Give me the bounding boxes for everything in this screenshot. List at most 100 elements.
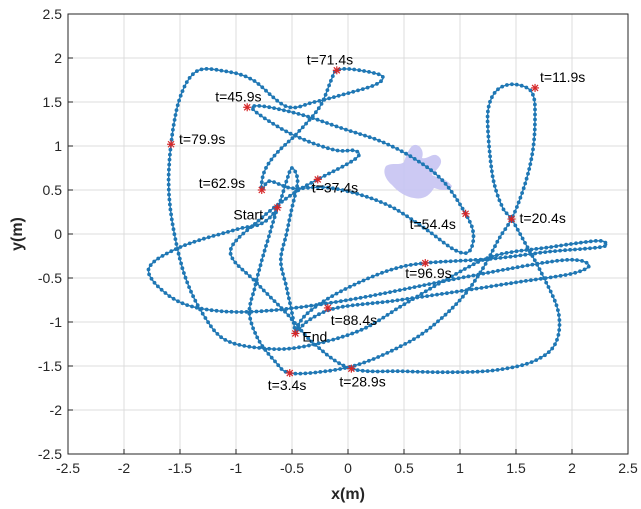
- trajectory-sample-point: [461, 294, 465, 299]
- trajectory-sample-point: [353, 157, 358, 161]
- y-tick-label: -1: [50, 314, 63, 330]
- trajectory-sample-point: [362, 69, 366, 73]
- trajectory-sample-point: [283, 281, 288, 286]
- trajectory-sample-point: [249, 321, 254, 326]
- trajectory-sample-point: [266, 352, 271, 356]
- trajectory-sample-point: [312, 314, 317, 319]
- marker-label: Start: [233, 207, 263, 223]
- trajectory-sample-point: [492, 91, 497, 95]
- trajectory-sample-point: [167, 157, 172, 162]
- trajectory-sample-point: [271, 121, 276, 126]
- trajectory-sample-point: [340, 149, 345, 153]
- trajectory-sample-point: [449, 190, 454, 194]
- trajectory-sample-point: [287, 170, 292, 175]
- trajectory-sample-point: [335, 187, 340, 192]
- trajectory-sample-point: [169, 249, 174, 254]
- marker-star-stroke: [421, 259, 429, 267]
- trajectory-sample-point: [316, 106, 321, 111]
- trajectory-sample-point: [319, 302, 323, 307]
- trajectory-sample-point: [287, 218, 292, 223]
- trajectory-sample-point: [363, 133, 367, 138]
- trajectory-sample-point: [395, 298, 400, 303]
- trajectory-sample-point: [490, 368, 495, 373]
- trajectory-sample-point: [557, 313, 561, 317]
- trajectory-sample-point: [510, 266, 515, 270]
- trajectory-sample-point: [260, 215, 265, 220]
- trajectory-sample-point: [286, 139, 291, 144]
- trajectory-sample-point: [578, 247, 582, 252]
- trajectory-sample-point: [261, 253, 266, 258]
- trajectory-sample-point: [212, 328, 216, 333]
- trajectory-sample-point: [523, 252, 528, 257]
- trajectory-sample-point: [558, 248, 562, 253]
- x-tick-label: 0.5: [394, 460, 414, 476]
- trajectory-sample-point: [271, 95, 276, 100]
- trajectory-sample-point: [499, 203, 504, 207]
- trajectory-sample-point: [515, 227, 520, 232]
- trajectory-sample-point: [307, 139, 311, 144]
- trajectory-sample-point: [518, 195, 523, 200]
- trajectory-sample-point: [447, 309, 451, 314]
- trajectory-sample-point: [328, 368, 333, 373]
- trajectory-sample-point: [503, 255, 508, 260]
- trajectory-sample-point: [432, 284, 437, 289]
- trajectory-sample-point: [549, 245, 554, 249]
- trajectory-sample-point: [191, 294, 196, 299]
- trajectory-sample-point: [306, 336, 310, 340]
- trajectory-sample-point: [262, 248, 267, 253]
- trajectory-sample-point: [488, 257, 493, 261]
- trajectory-sample-point: [521, 186, 526, 191]
- trajectory-sample-point: [586, 264, 591, 269]
- y-tick-label: -1.5: [38, 358, 62, 374]
- trajectory-sample-point: [159, 287, 164, 292]
- trajectory-sample-point: [454, 272, 458, 276]
- trajectory-sample-point: [361, 278, 366, 283]
- trajectory-sample-point: [272, 153, 277, 158]
- trajectory-sample-point: [379, 79, 383, 84]
- trajectory-sample-point: [476, 272, 481, 277]
- trajectory-sample-point: [256, 82, 261, 86]
- trajectory-sample-point: [311, 342, 316, 347]
- trajectory-sample-point: [433, 260, 438, 265]
- trajectory-sample-point: [255, 335, 260, 340]
- trajectory-sample-point: [271, 211, 276, 216]
- trajectory-sample-point: [473, 258, 478, 262]
- trajectory-sample-point: [331, 186, 335, 191]
- trajectory-sample-point: [260, 175, 265, 180]
- trajectory-sample-point: [488, 154, 492, 159]
- trajectory-sample-point: [233, 260, 238, 265]
- trajectory-sample-point: [427, 282, 432, 286]
- trajectory-sample-point: [348, 297, 353, 302]
- trajectory-sample-point: [433, 234, 438, 239]
- trajectory-sample-point: [350, 148, 355, 153]
- trajectory-sample-point: [290, 166, 294, 170]
- trajectory-sample-point: [501, 207, 506, 212]
- y-tick-label: -2: [50, 402, 63, 418]
- trajectory-sample-point: [532, 127, 537, 132]
- trajectory-sample-point: [523, 181, 528, 186]
- marker-star-stroke: [167, 140, 175, 148]
- trajectory-sample-point: [370, 369, 375, 374]
- trajectory-sample-point: [532, 132, 537, 137]
- trajectory-sample-point: [486, 139, 491, 144]
- trajectory-sample-point: [255, 223, 260, 228]
- trajectory-sample-point: [320, 119, 325, 124]
- marker-label: t=45.9s: [215, 88, 261, 104]
- marker-star-stroke: [333, 66, 341, 74]
- trajectory-sample-point: [582, 267, 587, 272]
- trajectory-sample-point: [307, 343, 311, 348]
- trajectory-sample-point: [149, 276, 154, 281]
- trajectory-sample-point: [375, 82, 379, 86]
- time-marker: t=20.4s: [507, 210, 566, 226]
- trajectory-sample-point: [489, 284, 494, 289]
- trajectory-sample-point: [274, 308, 279, 312]
- trajectory-sample-point: [409, 217, 414, 222]
- trajectory-sample-point: [168, 202, 172, 207]
- trajectory-sample-point: [235, 227, 240, 232]
- trajectory-sample-point: [230, 228, 235, 233]
- trajectory-sample-point: [475, 369, 480, 374]
- trajectory-sample-point: [164, 251, 169, 256]
- trajectory-sample-point: [297, 135, 302, 140]
- trajectory-sample-point: [578, 269, 582, 274]
- trajectory-sample-point: [180, 266, 185, 271]
